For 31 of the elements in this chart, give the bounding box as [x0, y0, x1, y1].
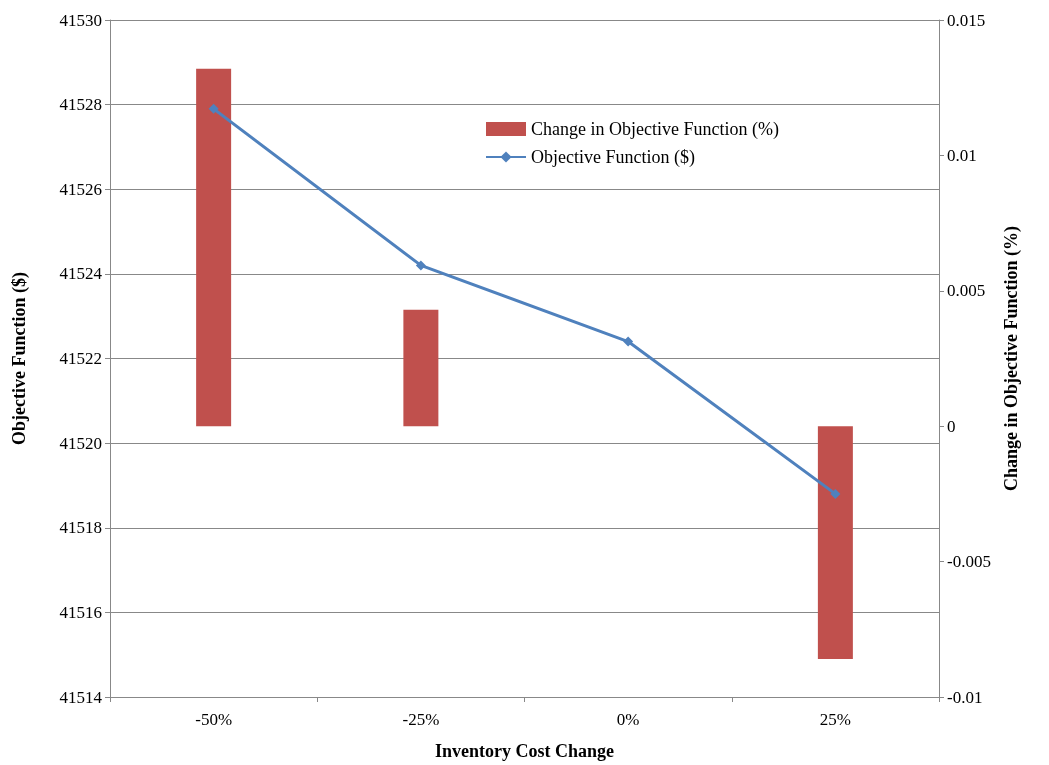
- y-tick-label: 41526: [59, 179, 102, 199]
- point: [830, 488, 841, 499]
- x-tick-label: 0%: [616, 710, 640, 729]
- y-tick-label: 41514: [59, 687, 103, 707]
- legend-label: Objective Function ($): [531, 147, 695, 168]
- point: [415, 260, 426, 271]
- point: [623, 336, 634, 347]
- y2-tick-label: -0.01: [947, 687, 983, 707]
- y2-tick-label: -0.005: [947, 552, 991, 572]
- y2-tick-label: 0.005: [947, 281, 986, 301]
- y2-axis-title: Change in Objective Function (%): [1000, 226, 1022, 491]
- y-tick-label: 41524: [59, 264, 103, 284]
- bar: [196, 68, 232, 427]
- legend-label: Change in Objective Function (%): [531, 119, 779, 140]
- y-tick-label: 41528: [59, 95, 102, 115]
- point: [208, 103, 219, 114]
- y-tick-label: 41518: [59, 518, 102, 538]
- y-tick-label: 41516: [59, 602, 102, 622]
- bar: [817, 426, 853, 660]
- x-tick-label: 25%: [819, 710, 851, 729]
- bar: [403, 309, 439, 427]
- y-axis-title: Objective Function ($): [9, 272, 30, 445]
- x-tick-label: -25%: [402, 710, 440, 729]
- y2-tick-label: 0.01: [947, 145, 977, 165]
- y2-tick-label: 0.015: [947, 10, 986, 30]
- y-tick-label: 41522: [59, 349, 102, 368]
- y-tick-label: 41530: [59, 10, 102, 30]
- y-tick-label: 41520: [59, 433, 102, 453]
- y2-tick-label: 0: [947, 416, 956, 436]
- x-tick-label: -50%: [195, 710, 233, 729]
- x-axis-title: Inventory Cost Change: [434, 741, 615, 761]
